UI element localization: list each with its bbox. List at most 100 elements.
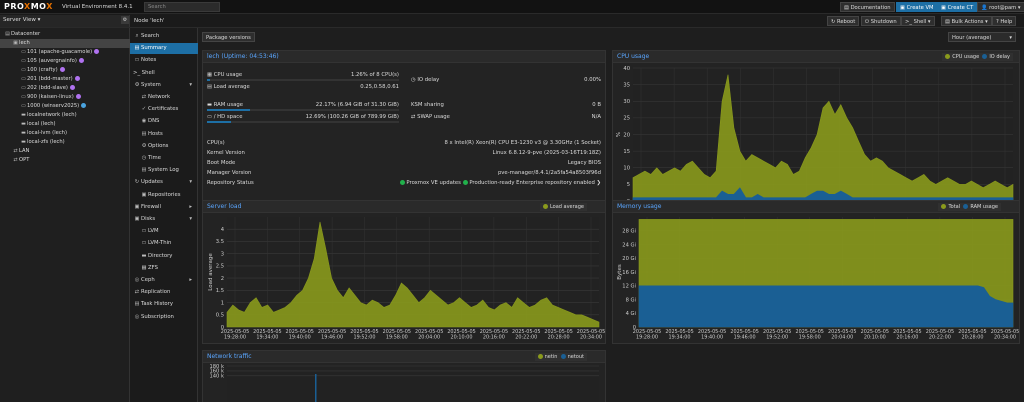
menu-item[interactable]: ⚙ System ▾ xyxy=(130,80,198,91)
chevron-icon[interactable]: ▾ xyxy=(189,81,192,88)
tree-item[interactable]: ▬local-lvm (lech) xyxy=(21,130,67,136)
cpu-chart-legend[interactable]: CPU usage IO delay xyxy=(942,53,1013,61)
menu-item[interactable]: ▭ LVM-Thin xyxy=(130,238,198,249)
hd-space-label: ▭ / HD space xyxy=(207,114,243,120)
tree-item[interactable]: ▬localnetwork (lech) xyxy=(21,112,77,118)
y-tick-label: 3.5 xyxy=(216,239,224,245)
cpus-label: CPU(s) xyxy=(207,140,225,146)
timeframe-select[interactable]: Hour (average) ▾ xyxy=(948,32,1016,42)
chevron-icon[interactable]: ▾ xyxy=(189,179,192,186)
menu-item[interactable]: ▭ Notes xyxy=(130,55,198,66)
y-tick-label: 20 Gi xyxy=(622,256,636,262)
server-view-select[interactable]: Server View ▾ xyxy=(0,15,130,27)
menu-icon: ▭ xyxy=(141,228,147,235)
y-tick-label: 2.5 xyxy=(216,264,224,270)
tree-item[interactable]: ▬local-zfs (lech) xyxy=(21,139,65,145)
menu-item[interactable]: ◷ Time xyxy=(130,153,198,164)
menu-item[interactable]: >_ Shell xyxy=(133,69,155,76)
x-tick-label: 20:22:00 xyxy=(929,335,951,341)
network-chart-legend[interactable]: netin netout xyxy=(534,353,587,361)
load-chart-legend[interactable]: Load average xyxy=(539,203,587,211)
search-input[interactable]: Search xyxy=(144,2,220,12)
legend-dot xyxy=(560,354,566,359)
menu-item[interactable]: ⌕ Search xyxy=(130,31,198,42)
menu-item[interactable]: ✓ Certificates xyxy=(130,104,198,115)
bulk-actions-button[interactable]: ▤ Bulk Actions ▾ xyxy=(941,16,992,26)
tree-item[interactable]: ▭1000 (winserv2025) xyxy=(0,102,130,111)
y-axis-label: Load average xyxy=(208,253,214,291)
ram-usage-bar xyxy=(207,109,250,111)
tree-item[interactable]: ▭201 (bdd-master) xyxy=(0,75,130,84)
menu-item[interactable]: ▣ Firewall ▸ xyxy=(130,202,198,213)
tree-item[interactable]: ▤Datacenter xyxy=(5,31,41,37)
tree-item[interactable]: ▭100 (crafty) xyxy=(0,66,130,75)
x-tick-label: 2025-05-05 xyxy=(447,329,475,335)
menu-item[interactable]: ▤ System Log xyxy=(130,165,198,176)
gear-icon[interactable]: ⚙ xyxy=(121,16,129,24)
tree-item[interactable]: ▭105 (auvergnainfo) xyxy=(0,57,130,66)
menu-item[interactable]: ▤ Task History xyxy=(130,299,198,310)
y-tick-label: 16 Gi xyxy=(622,270,636,276)
version-label: Virtual Environment 8.4.1 xyxy=(62,4,133,10)
load-chart-title: Server load xyxy=(203,201,605,213)
menu-item[interactable]: ▬ Directory xyxy=(130,251,198,262)
menu-item[interactable]: ▭ LVM xyxy=(130,226,198,237)
proxmox-logo: PROXMOX xyxy=(4,2,53,11)
user-menu-button[interactable]: 👤 root@pam ▾ xyxy=(977,2,1024,12)
shell-button[interactable]: >_ Shell ▾ xyxy=(901,16,935,26)
load-chart-panel: Server load Load average 0 0.5 1 1.5 2 2.5 3 3.… xyxy=(202,200,606,344)
vm-icon: ▭ xyxy=(21,76,26,82)
memory-chart: 0 4 Gi 8 Gi 12 Gi 16 Gi 20 Gi 24 Gi 28 Gi Bytes 2… xyxy=(617,217,1019,341)
tree-item[interactable]: ▭900 (kaisen-linux) xyxy=(0,93,130,102)
chevron-icon[interactable]: ▸ xyxy=(189,277,192,283)
menu-item[interactable]: ◎ Subscription xyxy=(130,312,198,323)
menu-item[interactable]: ▣ Repositories xyxy=(130,190,198,201)
x-tick-label: 19:46:00 xyxy=(734,335,756,341)
menu-item[interactable]: ▤ Hosts xyxy=(130,129,198,140)
chevron-icon[interactable]: ▸ xyxy=(189,203,192,210)
menu-item[interactable]: ◉ DNS xyxy=(130,116,198,127)
node-menu: ⌕ Search ▤ Summary ▭ Notes >_ Shell ⚙ System ▾ ⇄ Ne… xyxy=(130,28,198,402)
help-button[interactable]: ? Help xyxy=(992,16,1017,26)
menu-item[interactable]: ⇄ Replication xyxy=(130,287,198,298)
x-tick-label: 19:34:00 xyxy=(256,335,278,341)
cpu-usage-value: 1.26% of 8 CPU(s) xyxy=(350,72,399,78)
repository-status-value[interactable]: Proxmox VE updates Production-ready Ente… xyxy=(353,180,601,186)
y-tick-label: 30 xyxy=(623,99,630,105)
y-tick-label: 25 xyxy=(623,116,630,122)
menu-item[interactable]: ↻ Updates ▾ xyxy=(130,177,198,188)
tree-item[interactable]: ▣lech xyxy=(0,39,130,48)
tree-item[interactable]: ▭202 (bdd-slave) xyxy=(0,84,130,93)
x-tick-label: 20:04:00 xyxy=(831,335,853,341)
menu-item[interactable]: ▦ ZFS xyxy=(130,263,198,274)
create-vm-button[interactable]: ▣ Create VM xyxy=(896,2,938,12)
menu-item[interactable]: ▤ Summary xyxy=(130,43,198,55)
create-ct-button[interactable]: ▣ Create CT xyxy=(937,2,978,12)
chevron-icon[interactable]: ▾ xyxy=(189,216,192,222)
x-tick-label: 2025-05-05 xyxy=(893,329,921,335)
memory-chart-legend[interactable]: Total RAM usage xyxy=(938,203,1001,211)
menu-item[interactable]: ⚙ Options xyxy=(130,141,198,152)
reboot-button[interactable]: ↻ Reboot xyxy=(827,16,860,26)
menu-icon: ⇄ xyxy=(141,94,147,100)
package-versions-button[interactable]: Package versions xyxy=(202,32,255,42)
menu-item[interactable]: ▣ Disks ▾ xyxy=(130,214,198,225)
io-delay-label: ◷ IO delay xyxy=(411,77,440,83)
shutdown-button[interactable]: ⏻ Shutdown xyxy=(861,16,901,26)
tree-item[interactable]: ▬local (lech) xyxy=(21,121,56,127)
x-tick-label: 2025-05-05 xyxy=(665,329,693,335)
menu-item[interactable]: ⇄ Network xyxy=(130,92,198,103)
vm-icon: ▭ xyxy=(21,103,26,109)
x-tick-label: 20:16:00 xyxy=(483,335,505,341)
y-tick-label: 12 Gi xyxy=(622,284,636,290)
documentation-button[interactable]: ▤ Documentation xyxy=(840,2,895,12)
x-tick-label: 2025-05-05 xyxy=(512,329,540,335)
manager-version-value: pve-manager/8.4.1/2a5fa54a8503f96d xyxy=(497,170,601,176)
tree-item[interactable]: ▭101 (apache-guacamole) xyxy=(0,48,130,57)
tree-item[interactable]: ⇄LAN xyxy=(13,148,30,154)
tree-item[interactable]: ⇄OPT xyxy=(13,157,30,163)
x-tick-label: 20:28:00 xyxy=(548,335,570,341)
menu-item[interactable]: ◎ Ceph ▸ xyxy=(130,275,198,286)
x-tick-label: 20:28:00 xyxy=(961,335,983,341)
cpu-chart-panel: CPU usage CPU usage IO delay 05101520253… xyxy=(612,50,1020,218)
